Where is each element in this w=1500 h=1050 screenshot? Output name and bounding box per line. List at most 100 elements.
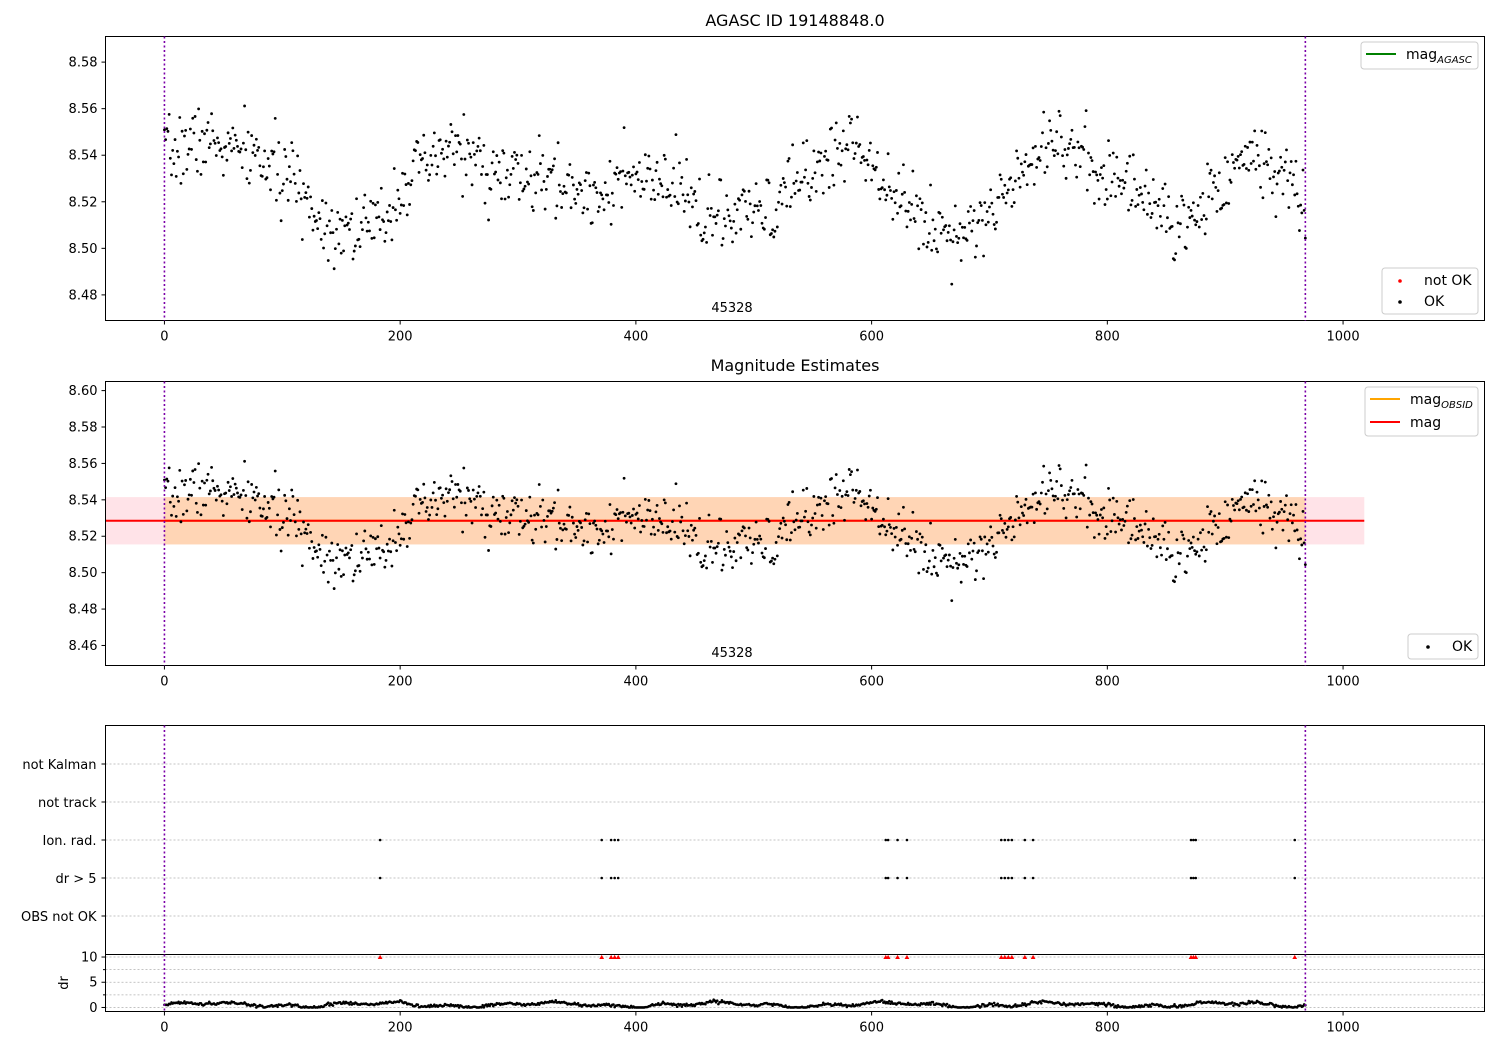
data-point-ok <box>403 172 407 176</box>
data-point-ok <box>687 200 691 204</box>
data-point-ok <box>672 508 675 512</box>
data-point-ok <box>1074 163 1077 167</box>
data-point-ok <box>944 224 948 227</box>
data-point-ok <box>401 512 404 516</box>
data-point-ok <box>445 499 449 503</box>
data-point-ok <box>1128 154 1132 158</box>
data-point-ok <box>1179 551 1182 555</box>
data-point-ok <box>214 154 218 157</box>
data-point-ok <box>938 211 942 215</box>
data-point-ok <box>1102 506 1106 510</box>
data-point-ok <box>777 535 780 539</box>
data-point-ok <box>533 513 536 517</box>
data-point-ok <box>200 129 204 133</box>
data-point-ok <box>319 238 323 241</box>
data-point-ok <box>1124 169 1128 173</box>
data-point-ok <box>590 551 594 555</box>
data-point-ok <box>593 519 597 523</box>
data-point-ok <box>953 538 957 541</box>
data-point-ok <box>731 240 734 244</box>
data-point-ok <box>1017 176 1021 180</box>
data-point-ok <box>1273 511 1277 514</box>
data-point-ok <box>1265 503 1268 507</box>
dr-point <box>887 999 891 1003</box>
dr-point <box>482 1006 486 1009</box>
data-point-ok <box>478 149 482 153</box>
data-point-ok <box>180 129 184 133</box>
data-point-ok <box>1228 178 1232 182</box>
data-point-ok <box>810 186 813 189</box>
data-point-ok <box>823 154 826 158</box>
data-point-ok <box>907 201 911 204</box>
data-point-ok <box>378 556 382 560</box>
data-point-ok <box>1267 493 1271 497</box>
data-point-ok <box>985 542 989 546</box>
data-point-ok <box>542 180 546 183</box>
data-point-ok <box>688 225 692 229</box>
data-point-ok <box>290 141 294 145</box>
data-point-ok <box>1043 511 1047 515</box>
data-point-ok <box>1042 110 1046 114</box>
data-point-ok <box>814 190 818 193</box>
data-point-ok <box>1148 536 1152 540</box>
data-point-ok <box>495 154 499 157</box>
data-point-ok <box>449 474 453 478</box>
data-point-ok <box>1089 156 1093 159</box>
data-point-ok <box>203 132 206 136</box>
data-point-ok <box>293 181 297 185</box>
data-point-ok <box>1173 258 1176 262</box>
data-point-ok <box>263 495 267 498</box>
data-point-ok <box>245 177 249 181</box>
data-point-ok <box>706 207 710 211</box>
data-point-ok <box>191 469 195 473</box>
data-point-ok <box>209 489 212 493</box>
data-point-ok <box>627 170 631 174</box>
data-point-ok <box>530 538 534 542</box>
data-point-ok <box>191 116 195 120</box>
data-point-ok <box>998 173 1002 177</box>
data-point-ok <box>1138 523 1142 527</box>
data-point-ok <box>630 514 634 517</box>
dr-point <box>253 1003 257 1007</box>
data-point-ok <box>1085 188 1089 192</box>
data-point-ok <box>863 502 866 506</box>
data-point-ok <box>364 216 368 220</box>
data-point-ok <box>337 242 341 246</box>
data-point-ok <box>775 554 779 558</box>
data-point-ok <box>998 513 1002 517</box>
data-point-ok <box>1301 168 1305 172</box>
data-point-ok <box>600 193 604 197</box>
data-point-ok <box>449 123 453 126</box>
data-point-ok <box>1223 500 1227 504</box>
data-point-ok <box>395 549 399 553</box>
data-point-ok <box>726 208 730 212</box>
data-point-ok <box>978 201 982 205</box>
data-point-ok <box>190 148 193 151</box>
data-point-ok <box>781 516 785 520</box>
flag-point <box>1003 838 1007 842</box>
data-point-ok <box>673 530 677 534</box>
data-point-ok <box>1226 503 1229 507</box>
data-point-ok <box>543 540 547 544</box>
data-point-ok <box>1088 173 1092 177</box>
data-point-ok <box>192 481 196 484</box>
data-point-ok <box>316 555 320 559</box>
data-point-ok <box>404 183 408 186</box>
data-point-ok <box>638 161 641 164</box>
data-point-ok <box>1063 493 1067 497</box>
data-point-ok <box>283 493 287 497</box>
data-point-ok <box>942 556 945 560</box>
data-point-ok <box>289 519 292 522</box>
data-point-ok <box>1233 508 1237 512</box>
data-point-ok <box>573 197 576 201</box>
data-point-ok <box>425 163 429 167</box>
data-point-ok <box>375 547 378 551</box>
data-point-ok <box>764 547 767 550</box>
data-point-ok <box>877 525 881 529</box>
data-point-ok <box>754 182 758 186</box>
data-point-ok <box>922 567 925 571</box>
data-point-ok <box>312 546 316 549</box>
data-point-ok <box>388 537 391 541</box>
legend-mag-agasc-label: mag <box>1406 47 1437 63</box>
data-point-ok <box>663 501 667 505</box>
